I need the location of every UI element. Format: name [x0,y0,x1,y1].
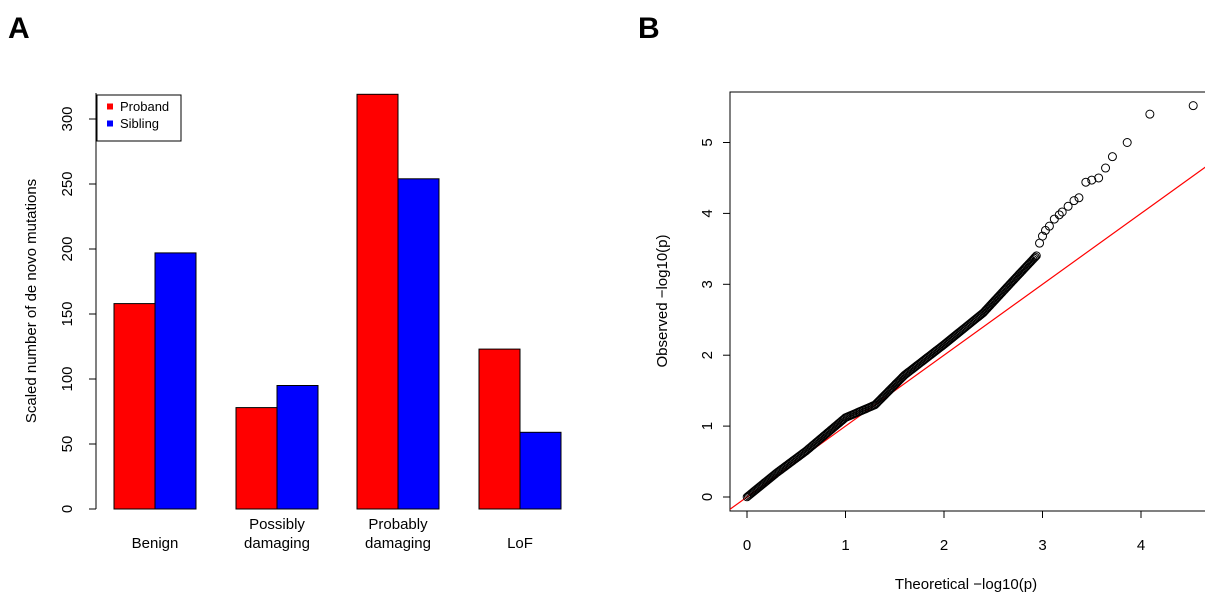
bar-proband-3 [478,348,521,510]
y-tick-label: 150 [59,301,76,326]
x-axis-labels: Benign Possibly damaging Probably damaging Lo… [132,516,533,552]
y-tick-label: 100 [59,366,76,391]
qq-point [1101,163,1111,173]
y-axis-ticks: 0 1 2 3 4 5 [699,138,730,501]
x-tick-label: Possibly damaging [244,516,310,552]
y-tick-label: 50 [59,436,76,453]
legend-swatch-sibling [107,120,113,127]
x-axis-ticks: 0 1 2 3 4 [743,511,1145,554]
y-tick-label: 2 [699,351,716,359]
x-tick-label: 1 [841,537,849,554]
y-tick-label: 0 [59,505,76,513]
y-tick-label: 1 [699,422,716,430]
panel-label-a: A [8,12,30,45]
x-tick-label: Probably damaging [365,516,431,552]
bar-proband-2 [356,93,399,510]
qq-point [1145,109,1155,119]
x-tick-label: 4 [1137,537,1145,554]
points [742,101,1198,502]
panel-label-b: B [638,12,660,45]
qq-point [1087,175,1097,185]
x-tick-label: 0 [743,537,751,554]
bar-proband-0 [113,303,156,510]
qq-point [1044,221,1054,231]
qq-point [1069,196,1079,206]
y-tick-label: 5 [699,138,716,146]
qq-point [1094,173,1104,183]
y-tick-label: 4 [699,209,716,217]
plot-frame [729,91,1205,512]
bar-sibling-3 [519,431,562,510]
x-axis-label: Theoretical −log10(p) [895,576,1037,593]
y-tick-label: 3 [699,280,716,288]
x-tick-label: 3 [1038,537,1046,554]
y-tick-label: 0 [699,493,716,501]
x-tick-label: 2 [940,537,948,554]
qq-point [1054,210,1064,220]
y-axis-label: Scaled number of de novo mutations [23,179,40,423]
x-tick-label: Benign [132,535,179,552]
bar-proband-1 [235,407,278,510]
bar-sibling-2 [397,178,440,510]
bars [113,93,562,510]
legend: Proband Sibling [96,94,182,142]
qq-point [1063,201,1073,211]
qq-point [1057,207,1067,217]
legend-swatch-proband [107,103,113,110]
qq-plot: 0 1 2 3 4 0 1 2 3 4 5 Theoretical −log10(p) Obser… [654,91,1205,593]
qq-point [1081,177,1091,187]
bar-sibling-0 [154,252,197,510]
x-tick-label: LoF [507,535,533,552]
qq-point [1074,193,1084,203]
qq-point [1049,214,1059,224]
legend-label-sibling: Sibling [120,116,159,131]
y-tick-label: 300 [59,106,76,131]
bar-chart: 0 50 100 150 200 250 300 Scaled number of de n… [23,93,562,552]
qq-point [1032,251,1041,261]
legend-label-proband: Proband [120,99,169,114]
y-tick-label: 250 [59,171,76,196]
qq-point [1188,101,1198,111]
bar-sibling-1 [276,385,319,510]
qq-point [1029,253,1039,263]
y-axis-label: Observed −log10(p) [654,235,671,368]
y-axis-ticks: 0 50 100 150 200 250 300 [59,106,96,513]
legend-box [96,94,182,142]
qq-point [1122,138,1132,147]
qq-point [1031,252,1040,262]
qq-point [1038,231,1047,241]
y-tick-label: 200 [59,236,76,261]
qq-point [1107,152,1117,162]
